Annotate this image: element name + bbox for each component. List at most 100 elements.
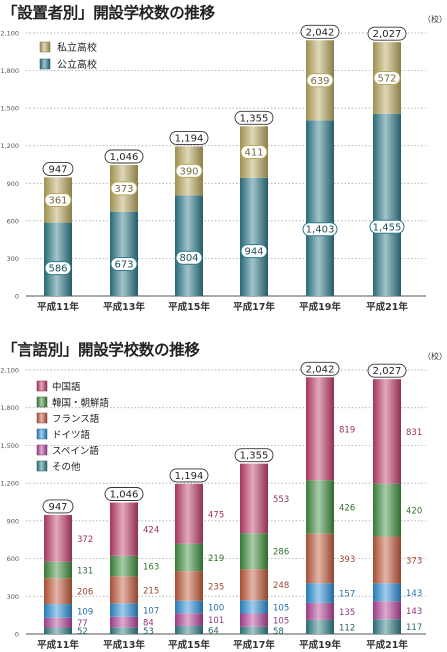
c1-category-label: 平成17年 — [233, 301, 275, 313]
c2-value-label: 135 — [339, 608, 355, 618]
c1-value-box — [302, 222, 338, 237]
c1-ytick-label: 1,800 — [0, 67, 19, 75]
c1-value-label: 944 — [244, 247, 263, 258]
c2-bar-segment — [44, 561, 72, 579]
c1-total-label: 1,355 — [240, 113, 269, 124]
c1-category-label: 平成13年 — [103, 301, 145, 313]
c2-bar-segment — [110, 616, 138, 628]
c1-value-label: 673 — [114, 259, 133, 270]
c1-ytick-label: 600 — [7, 217, 19, 225]
c2-bar-segment — [175, 600, 203, 614]
c1-category-label: 平成11年 — [37, 301, 79, 313]
c2-category-label: 平成13年 — [103, 639, 145, 651]
c1-total-box — [169, 131, 209, 145]
c2-category-label: 平成11年 — [37, 639, 79, 651]
c2-bar-segment — [44, 627, 72, 634]
c2-bar-segment — [110, 627, 138, 634]
c2-legend-swatch — [36, 428, 48, 440]
c2-value-label: 109 — [77, 607, 93, 617]
c2-total-label: 1,046 — [110, 490, 139, 501]
c2-category-label: 平成21年 — [366, 639, 408, 651]
c2-value-label: 131 — [77, 566, 93, 576]
c2-bar-segment — [306, 583, 334, 603]
c2-total-label: 1,194 — [175, 471, 204, 482]
c1-total-box — [300, 24, 340, 39]
c2-total-box — [300, 361, 340, 376]
c2-value-label: 393 — [339, 555, 355, 565]
c2-bar-segment — [110, 555, 138, 577]
c2-bar-segment — [306, 480, 334, 534]
c1-ytick-label: 1,200 — [0, 142, 19, 150]
c1-value-label: 1,455 — [373, 222, 402, 233]
c2-value-label: 286 — [273, 548, 289, 558]
c2-bar-segment — [306, 377, 334, 481]
c1-bar-public — [240, 177, 268, 296]
c1-bar-public — [175, 195, 203, 296]
c2-value-label: 64 — [208, 626, 219, 636]
c2-value-label: 420 — [406, 507, 422, 517]
c2-bar-segment — [373, 536, 401, 584]
c2-bar-segment — [373, 619, 401, 634]
c2-bar-segment — [306, 619, 334, 634]
c1-value-box — [44, 193, 72, 208]
c2-value-label: 100 — [208, 603, 224, 613]
c1-legend-label: 私立高校 — [57, 41, 97, 54]
c2-bar-segment — [373, 583, 401, 602]
c1-value-box — [175, 250, 203, 265]
c1-bar-public — [44, 222, 72, 296]
c1-total-label: 1,194 — [175, 133, 204, 144]
c2-value-label: 163 — [143, 563, 159, 573]
c2-ytick-label: 1,500 — [0, 442, 19, 450]
c1-value-label: 639 — [310, 76, 329, 87]
c1-value-label: 373 — [114, 184, 133, 195]
c1-legend-swatch — [39, 58, 51, 70]
c2-value-label: 77 — [77, 619, 88, 629]
c2-bar-segment — [44, 604, 72, 618]
c2-value-label: 58 — [273, 627, 284, 637]
c2-value-label: 143 — [406, 589, 422, 599]
c2-legend-swatch — [36, 444, 48, 456]
c2-total-label: 1,355 — [240, 451, 269, 462]
c2-value-label: 206 — [77, 588, 93, 598]
c2-bar-segment — [240, 626, 268, 634]
c2-value-label: 53 — [143, 627, 154, 637]
c2-value-label: 84 — [143, 619, 154, 629]
c2-value-label: 424 — [143, 526, 159, 536]
c2-bar-segment — [240, 533, 268, 570]
c2-value-label: 117 — [406, 623, 422, 633]
c1-category-label: 平成19年 — [299, 301, 341, 313]
c2-value-label: 426 — [339, 504, 355, 514]
chart-title-by-founder: 「設置者別」開設学校数の推移 — [2, 4, 215, 22]
c2-value-label: 373 — [406, 556, 422, 566]
c1-category-label: 平成15年 — [168, 301, 210, 313]
c2-legend-swatch — [36, 412, 48, 424]
c2-bar-segment — [373, 483, 401, 537]
c2-total-box — [234, 448, 274, 463]
c2-legend-swatch — [36, 380, 48, 392]
c2-legend-label: スペイン語 — [52, 445, 99, 457]
c1-value-label: 411 — [244, 148, 263, 159]
c2-total-box — [42, 499, 74, 514]
c2-total-label: 2,027 — [373, 366, 402, 377]
c2-legend-swatch — [36, 396, 48, 408]
c2-value-label: 112 — [339, 623, 355, 633]
c2-bar-segment — [240, 613, 268, 627]
c1-total-box — [367, 26, 407, 41]
c2-total-box — [367, 363, 407, 378]
c2-value-label: 143 — [406, 607, 422, 617]
c2-bar-segment — [110, 576, 138, 604]
c1-category-label: 平成21年 — [366, 301, 408, 313]
c2-value-label: 105 — [273, 617, 289, 627]
c2-bar-segment — [175, 613, 203, 626]
c1-value-box — [110, 181, 138, 196]
c1-total-box — [234, 110, 274, 125]
c2-value-label: 101 — [208, 616, 224, 626]
c2-legend-label: フランス語 — [52, 413, 100, 425]
c2-ytick-label: 900 — [7, 517, 19, 525]
chart-title-by-language: 「言語別」開設学校数の推移 — [2, 341, 200, 359]
c1-value-box — [373, 70, 401, 85]
c2-unit-label: （校） — [423, 351, 447, 361]
c2-value-label: 235 — [208, 582, 224, 592]
